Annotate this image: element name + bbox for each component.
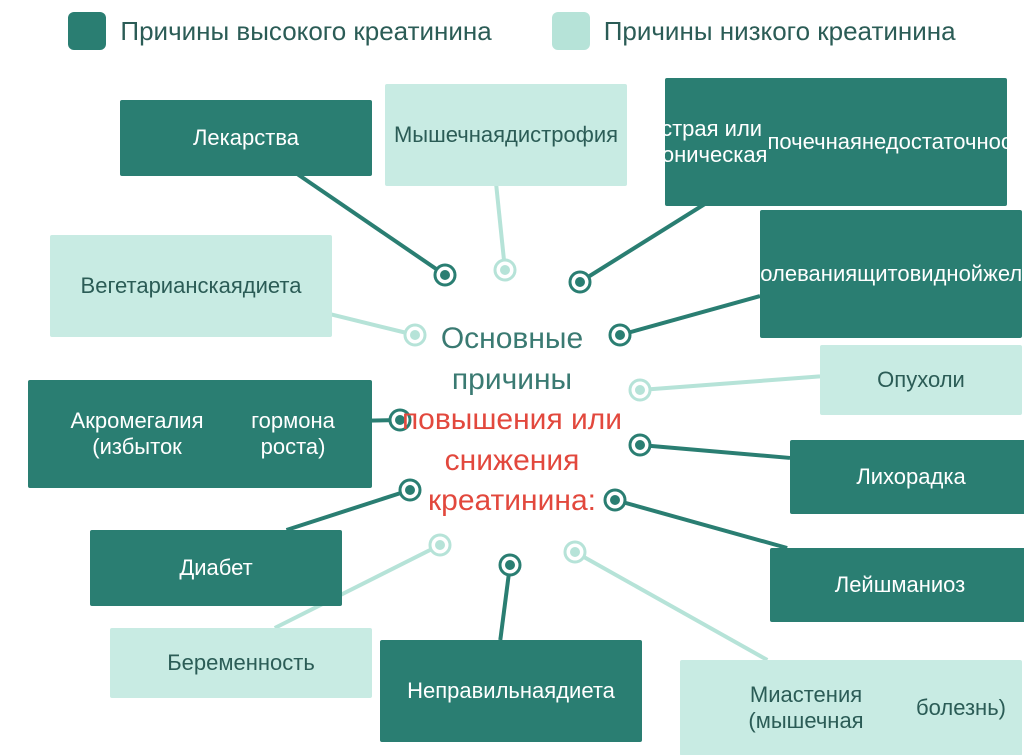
node-myasthenia: Миастения (мышечнаяболезнь) (680, 660, 1022, 755)
center-line4: снижения (445, 443, 580, 476)
node-tumors: Опухоли (820, 345, 1022, 415)
legend-high-swatch (68, 12, 106, 50)
legend-high-label: Причины высокого креатинина (120, 16, 491, 47)
legend-low-label: Причины низкого креатинина (604, 16, 956, 47)
diagram-canvas: Причины высокого креатинина Причины низк… (0, 0, 1024, 755)
center-title: Основные причины повышения или снижения … (372, 319, 652, 522)
legend: Причины высокого креатинина Причины низк… (0, 12, 1024, 50)
node-fever: Лихорадка (790, 440, 1024, 514)
legend-low-swatch (552, 12, 590, 50)
center-line3: повышения или (402, 403, 622, 436)
node-leish: Лейшманиоз (770, 548, 1024, 622)
center-line5: креатинина: (428, 484, 596, 517)
center-line2: причины (452, 362, 572, 395)
node-meds: Лекарства (120, 100, 372, 176)
node-pregnancy: Беременность (110, 628, 372, 698)
node-diet: Неправильнаядиета (380, 640, 642, 742)
node-renal: Острая или хроническаяпочечнаянедостаточ… (665, 78, 1007, 206)
node-thyroid: Заболеваниящитовиднойжелезы (760, 210, 1022, 338)
node-acromegaly: Акромегалия (избытокгормона роста) (28, 380, 372, 488)
node-veget: Вегетарианскаядиета (50, 235, 332, 337)
node-dystrophy: Мышечнаядистрофия (385, 84, 627, 186)
center-line1: Основные (441, 322, 583, 355)
legend-low: Причины низкого креатинина (552, 12, 956, 50)
legend-high: Причины высокого креатинина (68, 12, 491, 50)
node-diabetes: Диабет (90, 530, 342, 606)
